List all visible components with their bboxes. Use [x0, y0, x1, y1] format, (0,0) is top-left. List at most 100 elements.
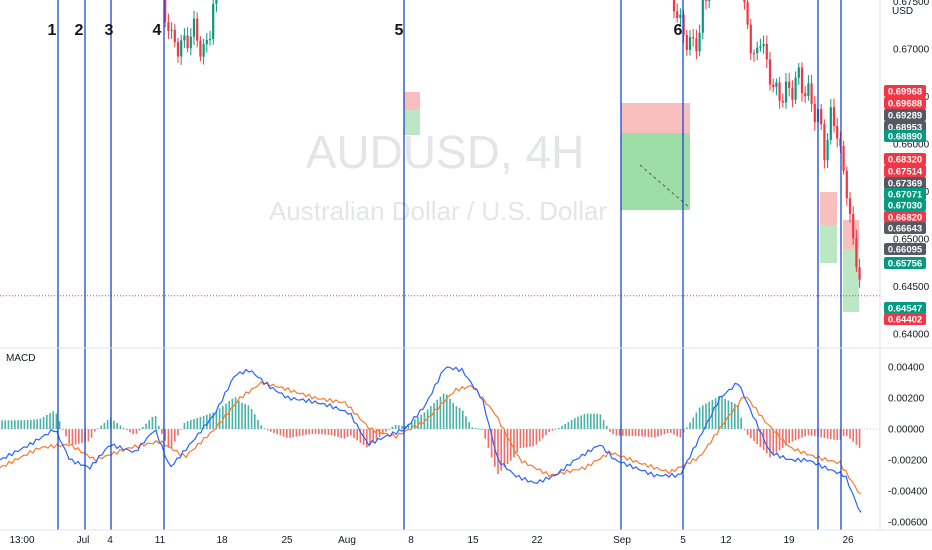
- candle-body: [212, 3, 215, 40]
- macd-histogram-bar: [346, 429, 349, 437]
- macd-histogram-bar: [138, 429, 141, 431]
- macd-histogram-bar: [580, 415, 582, 429]
- macd-histogram-bar: [574, 418, 576, 429]
- candle-body: [208, 39, 212, 41]
- macd-histogram-bar: [170, 429, 173, 449]
- macd-histogram-bar: [65, 429, 67, 437]
- macd-histogram-bar: [250, 408, 253, 429]
- macd-histogram-bar: [129, 429, 131, 433]
- macd-histogram-bar: [23, 420, 26, 429]
- marker-label: 5: [395, 22, 404, 39]
- macd-histogram-bar: [42, 416, 45, 429]
- macd-histogram-bar: [254, 414, 256, 429]
- price-tag-label: 0.68320: [888, 155, 922, 166]
- macd-histogram-bar: [193, 419, 195, 429]
- price-tag-box: [884, 85, 926, 97]
- macd-histogram-bar: [298, 429, 301, 437]
- macd-histogram-bar: [753, 429, 755, 442]
- candle-body: [189, 36, 192, 49]
- macd-histogram-bar: [618, 429, 621, 436]
- candle-body: [784, 81, 788, 103]
- price-tag-label: 0.67030: [888, 201, 922, 212]
- macd-histogram-bar: [833, 429, 835, 440]
- candle-body: [794, 77, 797, 100]
- macd-histogram-bar: [209, 413, 211, 429]
- macd-histogram-bar: [490, 429, 493, 458]
- price-tag-box: [884, 313, 926, 325]
- macd-histogram-bar: [548, 429, 550, 432]
- macd-tick-label: 0.00000: [888, 425, 925, 436]
- currency-label: USD: [892, 6, 913, 17]
- macd-histogram-bar: [436, 399, 438, 429]
- macd-histogram-bar: [849, 429, 851, 439]
- candle-body: [196, 18, 199, 41]
- macd-histogram-bar: [247, 405, 250, 429]
- candle-body: [829, 107, 832, 140]
- macd-histogram-bar: [311, 429, 314, 434]
- price-tag-label: 0.68890: [888, 132, 922, 143]
- macd-histogram-bar: [577, 416, 579, 429]
- candle-body: [192, 18, 196, 37]
- time-axis: 13:00 Jul 4 11 18 25 Aug 8 15 22 Sep 5 12 19 26: [9, 535, 854, 546]
- candle-body: [672, 0, 676, 12]
- price-tick-label: 0.64500: [893, 282, 930, 293]
- candle-body: [704, 0, 708, 1]
- macd-histogram-bar: [836, 429, 838, 441]
- price-tick-label: 0.66000: [893, 140, 930, 151]
- price-tag-label: 0.66095: [888, 245, 923, 256]
- price-tag-box: [884, 257, 926, 269]
- candle-body: [688, 37, 692, 50]
- candle-body: [698, 32, 701, 52]
- macd-histogram-bar: [510, 429, 512, 461]
- macd-histogram-bar: [506, 429, 509, 464]
- macd-histogram-bar: [756, 429, 758, 445]
- macd-histogram-bar: [724, 398, 726, 429]
- macd-histogram-bar: [407, 423, 410, 429]
- price-tag-label: 0.66820: [888, 213, 922, 224]
- macd-histogram-bar: [718, 396, 720, 429]
- macd-histogram-bar: [164, 429, 166, 441]
- candle-body: [842, 145, 845, 171]
- macd-histogram-bar: [212, 412, 214, 429]
- candle-body: [813, 103, 816, 123]
- time-tick-label: 13:00: [9, 535, 34, 546]
- price-tag-box: [884, 211, 926, 223]
- macd-histogram-bar: [420, 414, 422, 429]
- price-tag-label: 0.66643: [888, 224, 922, 235]
- macd-histogram-bar: [644, 429, 646, 437]
- macd-histogram-bar: [826, 429, 829, 439]
- macd-histogram-bar: [807, 429, 810, 436]
- macd-histogram-bar: [737, 405, 739, 429]
- candle-body: [797, 67, 800, 78]
- candle-body: [685, 35, 688, 50]
- candle-body: [810, 83, 813, 104]
- macd-histogram-bar: [426, 409, 429, 429]
- macd-histogram-bar: [167, 429, 170, 448]
- macd-histogram-bar: [545, 429, 547, 436]
- candle-body: [845, 170, 848, 199]
- candle-body: [775, 82, 778, 88]
- macd-histogram-bar: [791, 429, 794, 442]
- macd-histogram-bar: [398, 425, 400, 429]
- macd-histogram-bar: [766, 429, 768, 454]
- macd-histogram-bar: [529, 429, 531, 447]
- macd-histogram-bar: [538, 429, 541, 442]
- price-tag-label: 0.69688: [888, 99, 922, 110]
- macd-histogram-bar: [206, 414, 208, 429]
- macd-histogram-bar: [810, 429, 813, 436]
- macd-histogram-bar: [561, 425, 563, 429]
- macd-histogram-bar: [55, 413, 58, 429]
- macd-histogram-bar: [234, 397, 237, 429]
- candle-body: [164, 0, 167, 23]
- macd-histogram-bar: [222, 405, 224, 429]
- price-tag-box: [884, 177, 926, 189]
- candle-body: [807, 83, 810, 97]
- macd-tick-label: 0.00200: [888, 394, 925, 405]
- macd-histogram-bar: [526, 429, 528, 448]
- macd-histogram-bar: [458, 407, 461, 429]
- macd-histogram-bar: [554, 429, 557, 430]
- candle-body: [820, 108, 823, 125]
- macd-histogram-bar: [199, 416, 202, 429]
- macd-histogram-bar: [609, 429, 611, 432]
- macd-histogram-bar: [820, 429, 822, 438]
